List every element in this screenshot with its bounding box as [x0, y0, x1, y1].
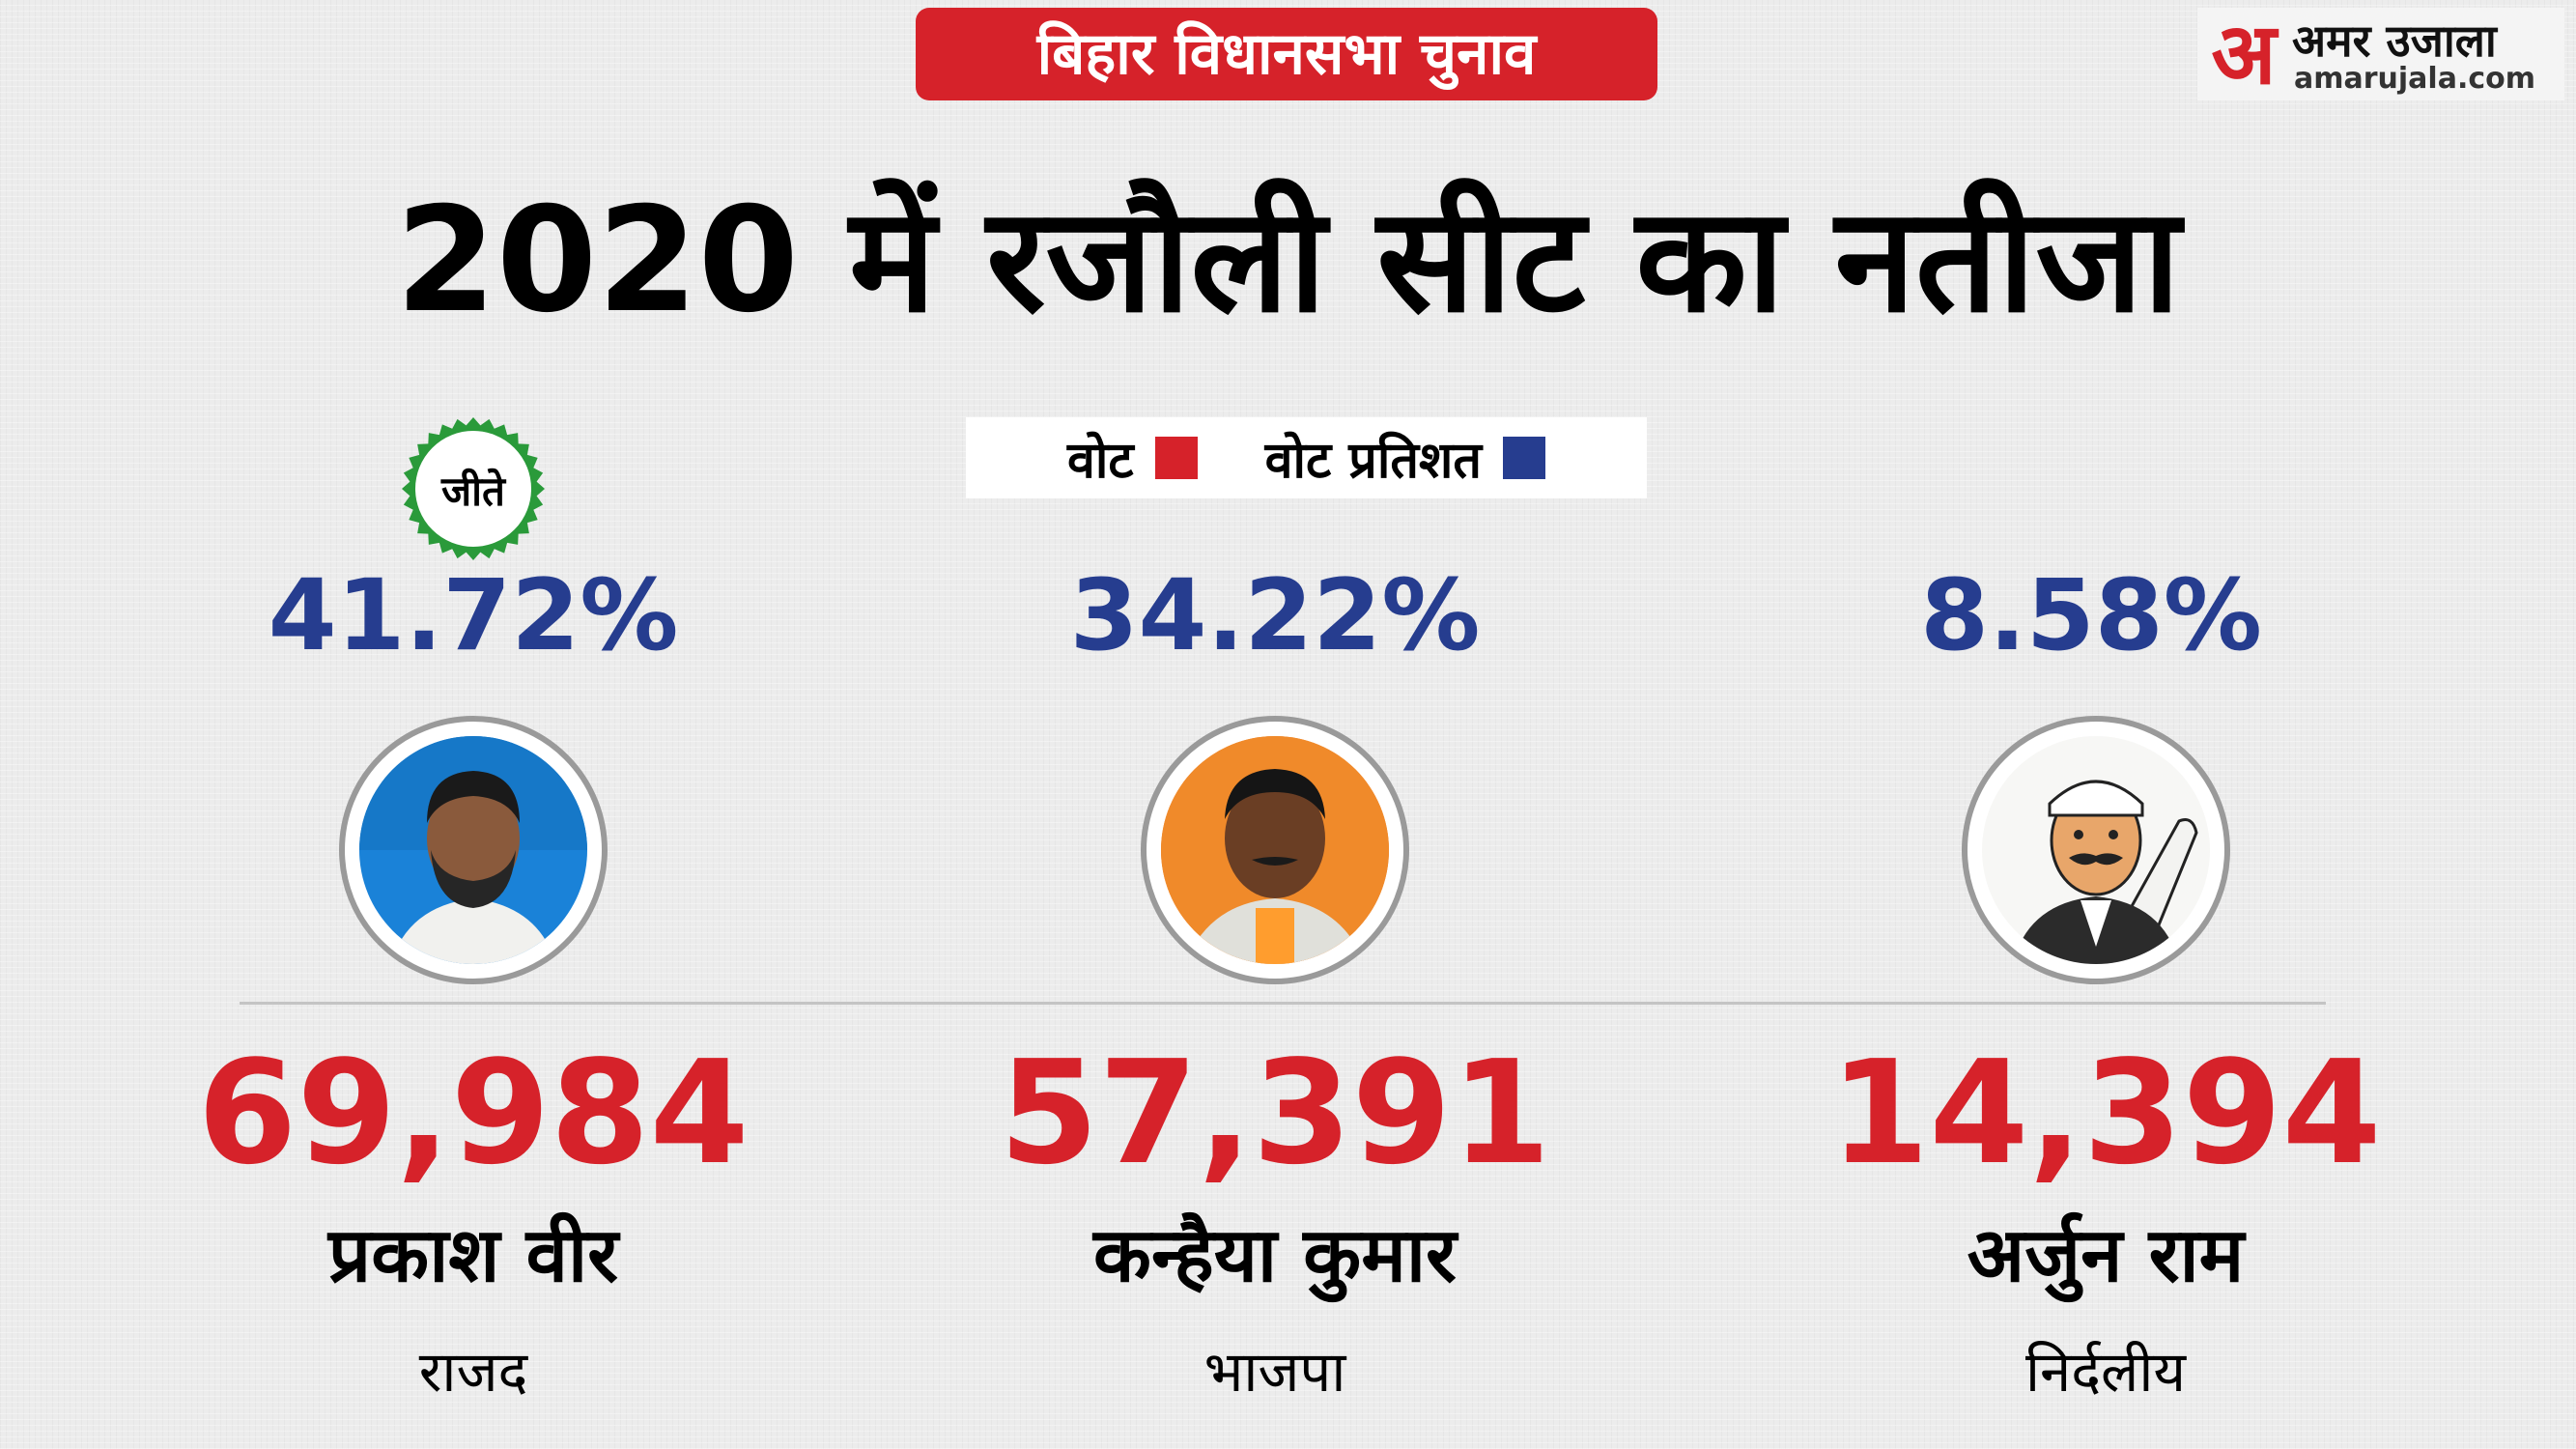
legend-percent-label: वोट प्रतिशत — [1264, 431, 1482, 490]
winner-badge-icon: जीते — [402, 417, 545, 560]
candidate-1-votes: 69,984 — [197, 1030, 750, 1196]
logo-name-hindi: अमर उजाला — [2292, 14, 2497, 67]
election-banner: बिहार विधानसभा चुनाव — [916, 8, 1657, 100]
chart-legend: वोट वोट प्रतिशत — [966, 417, 1647, 498]
candidate-2-votes: 57,391 — [999, 1030, 1551, 1196]
candidate-2-photo-icon — [1141, 716, 1409, 984]
candidate-3-cartoon-politician-icon — [1962, 716, 2230, 984]
legend-votes-swatch — [1154, 437, 1198, 479]
candidate-1-photo-icon — [339, 716, 608, 984]
candidate-1-party: राजद — [418, 1339, 528, 1405]
candidate-2-party: भाजपा — [1203, 1339, 1346, 1405]
candidate-2-name: कन्हैया कुमार — [1093, 1212, 1457, 1299]
candidate-3-vote-percent: 8.58% — [1920, 558, 2262, 673]
legend-percent-swatch — [1502, 437, 1545, 479]
candidate-3-votes: 14,394 — [1829, 1030, 2382, 1196]
logo-mark: अ — [2211, 4, 2277, 103]
candidate-3-party: निर्दलीय — [2025, 1339, 2186, 1405]
candidate-2-vote-percent: 34.22% — [1069, 558, 1481, 673]
legend-votes-label: वोट — [1067, 431, 1134, 490]
amar-ujala-logo: अ अमर उजाला amarujala.com — [2197, 8, 2564, 100]
candidate-3-name: अर्जुन राम — [1967, 1212, 2245, 1299]
candidate-1-name: प्रकाश वीर — [327, 1212, 619, 1299]
page-title: 2020 में रजौली सीट का नतीजा — [395, 177, 2181, 345]
logo-name-english: amarujala.com — [2294, 62, 2536, 96]
divider-line — [240, 1002, 2326, 1005]
winner-badge-label: जीते — [440, 468, 507, 515]
candidate-1-vote-percent: 41.72% — [268, 558, 679, 673]
